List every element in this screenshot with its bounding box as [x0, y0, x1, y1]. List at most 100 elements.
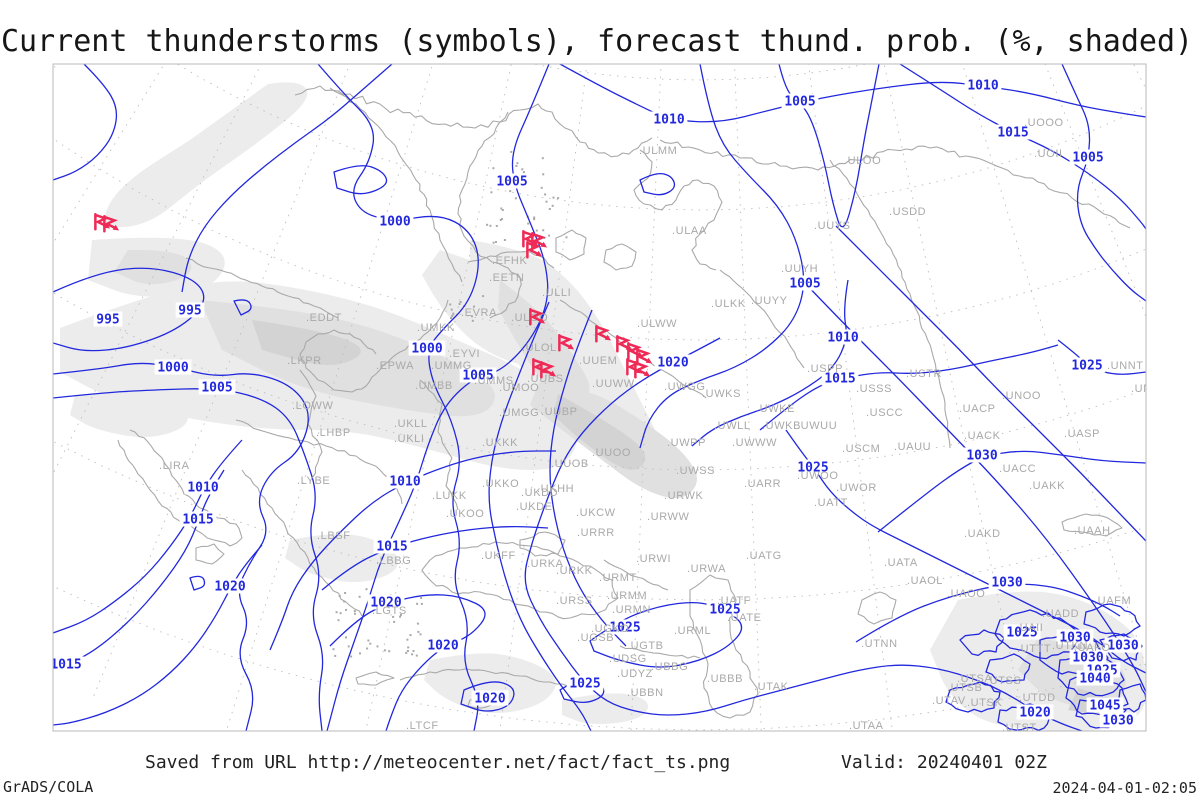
station-label: .UWLL — [714, 420, 751, 432]
isobar-label: 1020 — [427, 639, 458, 654]
station-label: .UTDD — [1019, 692, 1056, 704]
station-label: .EDDT — [306, 312, 342, 324]
station-label: .UKKO — [482, 478, 519, 490]
map-frame — [52, 63, 1147, 732]
isobar-label: 1025 — [797, 461, 828, 476]
station-label: .UKKK — [482, 437, 518, 449]
station-label-layer: .ULMM .ULAA .ULOO .USDD .UUYS .UUYH .UUYY .ULKK… — [159, 117, 1168, 732]
thunderstorm-icon — [526, 241, 543, 259]
isobar-label: 1020 — [1019, 706, 1050, 721]
grads-cola-credit: GrADS/COLA — [3, 778, 94, 796]
station-label: .UWOO — [797, 470, 839, 482]
station-label: .UMBB — [415, 380, 453, 392]
station-label: .URSS — [556, 595, 593, 607]
station-label: .UBBN — [627, 687, 664, 699]
isobar-label: 995 — [178, 304, 201, 319]
isobar-label: 1020 — [370, 596, 401, 611]
station-label: .URKA — [527, 558, 564, 570]
station-label: .LTCF — [406, 720, 439, 732]
station-label: .UATT — [814, 497, 848, 509]
footer-saved-url: Saved from URL http://meteocenter.net/fa… — [145, 752, 731, 773]
thunderstorm-icon — [636, 348, 653, 366]
station-label: .UATA — [884, 557, 918, 569]
station-label: .UOOO — [1024, 117, 1064, 129]
station-label: .EFHK — [492, 255, 527, 267]
station-label: .UAFO — [1074, 642, 1111, 654]
station-label: .UKDD — [521, 487, 558, 499]
station-label: .UDYZ — [617, 668, 653, 680]
station-label: .LBBG — [376, 555, 411, 567]
station-label: .USCM — [842, 443, 880, 455]
isobar-label: 1005 — [789, 277, 820, 292]
station-label: .UUYS — [814, 220, 851, 232]
station-label: .UWOR — [836, 482, 877, 494]
station-label: .UASP — [1064, 428, 1100, 440]
station-label: .USTR — [906, 368, 942, 380]
station-label: .UTAK — [754, 681, 789, 693]
station-label: .UDSG — [609, 653, 647, 665]
station-label: .LHBP — [316, 427, 351, 439]
isobar-label: 1045 — [1089, 699, 1120, 714]
station-label: .UATG — [746, 550, 782, 562]
thunderstorm-icon — [558, 334, 575, 352]
thunderstorm-icon — [540, 361, 557, 379]
isobar-label: 1000 — [379, 215, 410, 230]
station-label: .UOII — [1034, 148, 1063, 160]
isobar-label: 1015 — [997, 126, 1028, 141]
station-label: .UWKB — [762, 420, 801, 432]
station-label: .UWSS — [676, 465, 715, 477]
station-label: .LUKK — [432, 490, 467, 502]
station-label: .UTNN — [861, 638, 898, 650]
station-label: .UUYY — [751, 295, 788, 307]
station-label: .UMMS — [474, 375, 514, 387]
isobar-label: 1015 — [182, 513, 213, 528]
station-label: .EVRA — [461, 307, 497, 319]
isobar-label: 1010 — [653, 113, 684, 128]
isobar-label: 1010 — [187, 481, 218, 496]
station-label: .UUBP — [541, 406, 578, 418]
station-label: .UBBB — [707, 673, 743, 685]
station-label: .UAKK — [1029, 480, 1065, 492]
station-label: .UWGG — [664, 381, 706, 393]
isobar-label: 1030 — [1107, 639, 1138, 654]
station-label: .UMGG — [499, 407, 539, 419]
isobar-label: 1025 — [569, 677, 600, 692]
station-label: .ULWW — [637, 318, 677, 330]
station-label: .URMN — [612, 604, 651, 616]
station-label: .UMMG — [431, 360, 472, 372]
station-label: .URMT — [599, 572, 637, 584]
station-label: .LKPR — [287, 355, 322, 367]
isobar-label: 1025 — [1006, 626, 1037, 641]
isobar-label: 1030 — [966, 449, 997, 464]
station-label: .USSS — [856, 383, 892, 395]
isobar-label: 1005 — [496, 175, 527, 190]
station-label: .UTTT — [1017, 643, 1051, 655]
station-label: .UACP — [959, 403, 996, 415]
station-label: .UAAH — [1074, 525, 1111, 537]
isobar-label: 1000 — [411, 342, 442, 357]
station-label: .UAOO — [947, 588, 985, 600]
map-title: Current thunderstorms (symbols), forecas… — [1, 24, 1194, 59]
station-label: .UTSA — [957, 673, 992, 685]
isobar-label: 1005 — [462, 369, 493, 384]
footer-valid-time: Valid: 20240401 02Z — [841, 752, 1047, 773]
station-label: .USDD — [889, 206, 926, 218]
thunderstorm-icon — [634, 361, 651, 379]
station-label: .UAUU — [894, 441, 931, 453]
station-label: .UWWW — [732, 437, 777, 449]
station-label: .UNBB — [1131, 383, 1168, 395]
isobar-label: 1005 — [201, 381, 232, 396]
isobar-label: 1030 — [991, 576, 1022, 591]
isobar-label: 1020 — [657, 356, 688, 371]
station-label: .URMM — [607, 590, 647, 602]
station-label: .URRR — [577, 527, 615, 539]
station-label: .ULOO — [844, 155, 881, 167]
station-label: .LIRA — [159, 460, 190, 472]
station-label: .UUWW — [592, 378, 635, 390]
isobar-label: 1025 — [709, 603, 740, 618]
station-label: .URML — [674, 625, 711, 637]
station-label: .URKK — [556, 565, 593, 577]
station-label: .UTAV — [932, 695, 966, 707]
